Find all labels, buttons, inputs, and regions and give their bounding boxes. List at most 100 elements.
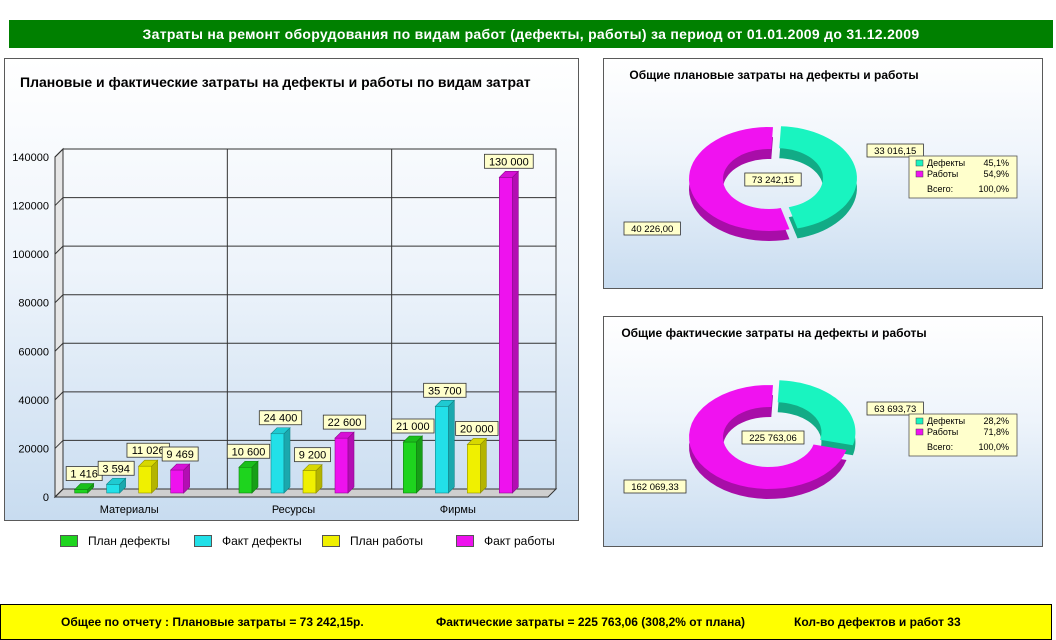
bar-top [73, 483, 95, 490]
legend-item-fact-works: Факт работы [456, 532, 555, 550]
data-label: 24 400 [264, 413, 298, 425]
gridline-side [54, 148, 64, 158]
data-label: 10 600 [232, 446, 266, 458]
data-label-box [322, 414, 367, 430]
data-label-box [226, 443, 271, 459]
legend-swatch [322, 535, 340, 547]
legend-label: Работы [927, 427, 958, 437]
legend-swatch [456, 535, 474, 547]
bar-chart-legend: План дефекты Факт дефекты План работы Фа… [56, 532, 576, 552]
legend-label: Факт работы [484, 534, 555, 548]
gridline-side [54, 391, 64, 401]
slice-label: 63 693,73 [874, 404, 916, 415]
bar-2-2 [467, 444, 481, 494]
y-tick-label: 40000 [18, 395, 49, 407]
data-label: 21 000 [396, 421, 430, 433]
data-label: 11 026 [132, 445, 165, 457]
fact-pie-panel: Общие фактические затраты на дефекты и р… [603, 316, 1043, 547]
legend-percent: 45,1% [983, 158, 1009, 168]
legend-swatch [60, 535, 78, 547]
donut-slice-Работы [689, 385, 847, 489]
bar-top [498, 170, 520, 178]
y-tick-label: 20000 [18, 443, 49, 455]
footer-fact-total: Фактические затраты = 225 763,06 (308,2%… [436, 615, 746, 629]
bar-side [448, 399, 455, 494]
bar-top [434, 399, 456, 407]
bar-3-0 [170, 469, 184, 494]
x-tick-label: Материалы [100, 504, 159, 516]
x-tick-label: Фирмы [440, 504, 476, 516]
bar-top [466, 438, 488, 445]
legend-label: План работы [350, 534, 424, 548]
bar-top [334, 431, 355, 439]
y-tick-label: 80000 [18, 298, 49, 310]
bar-top [270, 427, 291, 435]
report-title: Затраты на ремонт оборудования по видам … [142, 26, 920, 42]
legend-total-percent: 100,0% [978, 442, 1009, 452]
gridline-side [54, 488, 64, 498]
legend-swatch [915, 417, 924, 425]
legend-percent: 54,9% [983, 169, 1009, 179]
footer-count: Кол-во дефектов и работ 33 [794, 615, 961, 629]
bar-3-1 [334, 437, 349, 494]
legend-total-label: Всего: [927, 184, 953, 194]
data-label: 3 594 [102, 463, 130, 475]
bar-top [105, 477, 127, 485]
legend-label: Дефекты [927, 416, 965, 426]
legend-label: План дефекты [88, 534, 170, 548]
bar-chart-title: Плановые и фактические затраты на дефект… [20, 74, 531, 90]
slice-label-box [623, 221, 681, 236]
gridline-side [54, 197, 64, 206]
bar-top [238, 460, 259, 468]
y-tick-label: 100000 [12, 249, 49, 261]
bar-2-1 [302, 470, 317, 494]
y-tick-label: 0 [43, 492, 49, 504]
bar-top [402, 435, 424, 443]
donut-slice-Дефекты [777, 380, 856, 446]
x-tick-label: Ресурсы [272, 504, 315, 516]
bar-0-0 [74, 489, 88, 494]
legend-label: Дефекты [927, 158, 965, 168]
gridline-side [54, 440, 64, 449]
bar-3-2 [499, 176, 513, 494]
legend-swatch [915, 170, 924, 178]
center-label: 73 242,15 [752, 175, 794, 186]
slice-label-box [866, 143, 924, 158]
data-label: 1 416 [70, 469, 98, 481]
bar-top [302, 464, 323, 471]
bar-side [512, 170, 519, 494]
plan-donut-chart: Общие плановые затраты на дефекты и рабо… [623, 68, 1018, 241]
plan-pie-panel: Общие плановые затраты на дефекты и рабо… [603, 58, 1043, 289]
report-footer: Общее по отчету : Плановые затраты = 73 … [0, 604, 1052, 640]
bar-top [169, 463, 191, 471]
bar-top [137, 459, 159, 467]
bar-1-1 [270, 433, 285, 494]
donut-slice-Дефекты [779, 126, 857, 229]
legend-label: Факт дефекты [222, 534, 302, 548]
bar-side [347, 431, 355, 494]
pie-title: Общие плановые затраты на дефекты и рабо… [629, 68, 918, 82]
legend-total-label: Всего: [927, 442, 953, 452]
legend-swatch [194, 535, 212, 547]
bar-2-0 [138, 465, 152, 494]
slice-label-box [623, 479, 687, 494]
center-label-box [744, 172, 802, 187]
bar-1-2 [435, 405, 449, 494]
report-header: Затраты на ремонт оборудования по видам … [9, 20, 1053, 48]
legend-item-plan-defects: План дефекты [60, 532, 170, 550]
bar-chart: Плановые и фактические затраты на дефект… [12, 74, 558, 516]
legend-swatch [915, 428, 924, 436]
data-label-box [423, 382, 467, 398]
data-label: 9 469 [166, 449, 194, 461]
pie-title: Общие фактические затраты на дефекты и р… [621, 326, 926, 340]
legend-swatch [915, 159, 924, 167]
data-label: 20 000 [460, 423, 494, 435]
data-label: 35 700 [428, 385, 462, 397]
bar-side [283, 427, 291, 494]
data-label-box [484, 153, 534, 169]
donut-slice-Работы [689, 127, 790, 231]
legend-label: Работы [927, 169, 958, 179]
bar-side [416, 435, 423, 494]
pie-legend [908, 413, 1018, 457]
bar-1-0 [106, 483, 120, 494]
